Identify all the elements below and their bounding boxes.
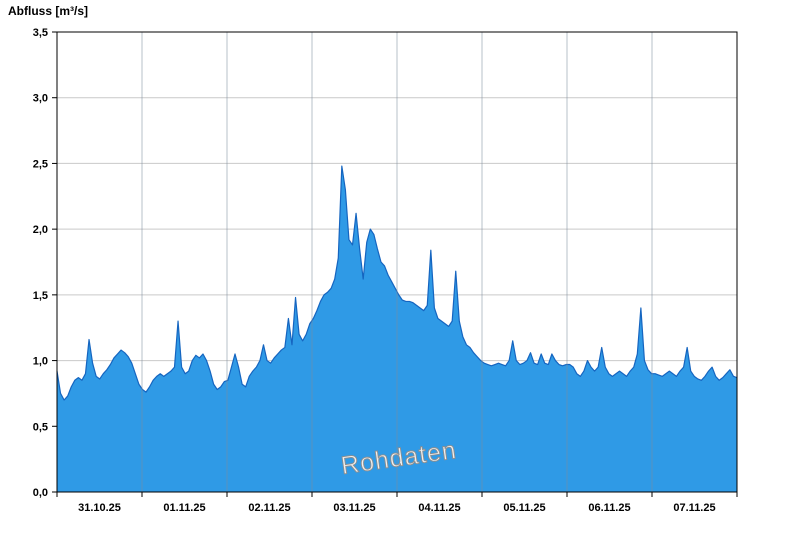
x-tick-label: 02.11.25	[248, 502, 290, 514]
y-tick-label: 2,0	[33, 224, 48, 236]
y-tick-label: 0,5	[33, 421, 48, 433]
vertical-gridlines	[141, 32, 653, 492]
y-axis: 0,0 0,5 1,0 1,5 2,0 2,5 3,0 3,5	[33, 27, 57, 499]
y-tick-label: 2,5	[33, 158, 48, 170]
chart-title: Abfluss [m³/s]	[8, 4, 89, 18]
x-tick-label: 04.11.25	[418, 502, 460, 514]
x-tick-label: 07.11.25	[673, 502, 715, 514]
y-tick-label: 1,5	[33, 290, 48, 302]
y-tick-label: 0,0	[33, 487, 48, 499]
x-tick-label: 05.11.25	[503, 502, 545, 514]
y-tick-label: 3,5	[33, 27, 48, 39]
y-tick-label: 3,0	[33, 93, 48, 105]
y-tick-label: 1,0	[33, 356, 48, 368]
x-tick-label: 03.11.25	[333, 502, 375, 514]
x-tick-label: 06.11.25	[588, 502, 630, 514]
x-tick-label: 01.11.25	[163, 502, 205, 514]
x-tick-label: 31.10.25	[78, 502, 121, 514]
x-axis: 31.10.25 01.11.25 02.11.25 03.11.25 04.11.25…	[56, 492, 738, 514]
